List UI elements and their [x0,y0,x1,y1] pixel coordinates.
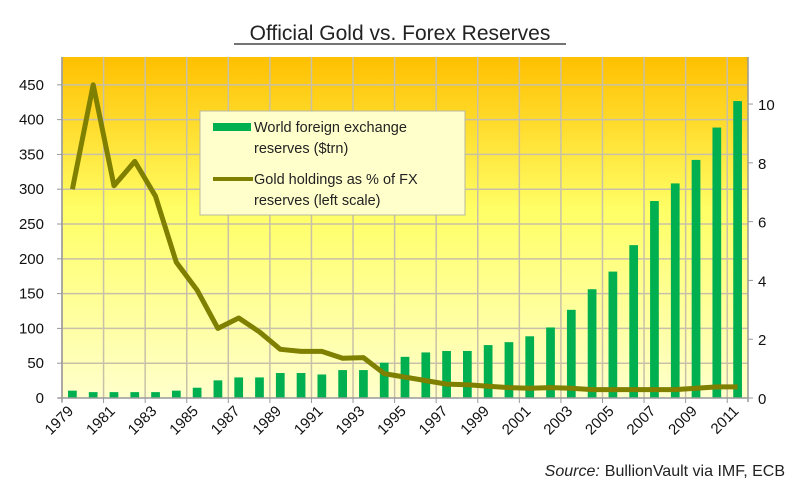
bar-1998 [462,350,472,398]
right-tick-label: 8 [758,156,766,173]
bar-1982 [130,392,140,398]
bar-1997 [442,350,451,398]
left-tick-label: 0 [36,390,44,407]
right-tick-label: 2 [758,332,766,349]
bar-1983 [151,392,160,398]
bar-2007 [650,201,659,398]
x-tick-label: 1985 [166,403,202,439]
bar-1980 [88,392,98,398]
legend-label-line-1: Gold holdings as % of FX [254,172,418,188]
bar-2011 [733,101,742,399]
left-tick-label: 50 [27,355,44,372]
right-tick-label: 10 [758,97,775,114]
bar-2000 [504,342,514,398]
bar-2003 [566,309,576,398]
x-tick-label: 2005 [582,403,618,439]
bar-2004 [587,289,597,398]
x-tick-label: 1989 [249,403,285,439]
bar-1986 [213,380,223,398]
bar-1994 [379,362,389,398]
legend-label-bars-1: World foreign exchange [254,120,407,136]
bar-series [68,101,742,399]
x-tick-label: 2009 [665,403,701,439]
x-tick-label: 2001 [499,403,535,439]
left-tick-label: 350 [19,146,44,163]
bar-1979 [68,390,77,398]
chart-title: Official Gold vs. Forex Reserves [250,22,551,45]
bar-1993 [359,370,368,398]
bar-1985 [192,387,202,398]
left-tick-label: 300 [19,181,44,198]
x-tick-label: 2011 [708,403,743,438]
left-tick-label: 450 [19,77,44,94]
bar-2002 [546,327,555,398]
x-tick-label: 1983 [125,403,161,439]
axes [58,57,749,402]
bar-1989 [275,373,285,398]
x-tick-label: 1993 [333,403,369,439]
bar-1990 [296,373,306,398]
left-tick-label: 200 [19,251,44,268]
x-tick-label: 1979 [42,403,78,439]
gold-line-series [69,82,738,393]
source-note: Source: BullionVault via IMF, ECB [545,463,785,480]
bar-1981 [109,392,119,398]
x-tick-label: 2007 [624,403,660,439]
legend-swatch-bars [213,123,251,131]
x-tick-label: 2003 [540,403,576,439]
bar-1999 [483,345,493,398]
x-axis-ticks: 1979 1981 1983 1985 1987 1989 1991 1993 1995 1997… [42,398,743,439]
left-tick-label: 250 [19,216,44,233]
right-tick-label: 6 [758,215,766,232]
left-tick-label: 150 [19,286,44,303]
source-text: BullionVault via IMF, ECB [605,463,785,480]
bar-2006 [629,245,639,398]
right-tick-label: 4 [758,273,766,290]
left-tick-label: 100 [19,320,44,337]
x-tick-label: 1999 [457,403,493,439]
bar-1984 [171,390,181,398]
x-tick-label: 1995 [374,403,410,439]
bar-1991 [317,374,327,398]
left-axis-ticks: 0 50 100 150 200 250 300 350 400 450 [19,77,62,407]
right-axis-ticks: 0 2 4 6 8 10 [748,97,775,408]
source-label: Source: [545,463,600,480]
legend-label-bars-2: reserves ($trn) [254,141,348,157]
bar-1992 [338,370,348,398]
bar-1987 [234,377,244,398]
x-tick-label: 1987 [208,403,244,439]
x-tick-label: 1997 [416,403,452,439]
bar-2009 [691,159,701,398]
bar-2008 [670,183,680,398]
bar-2005 [608,271,618,398]
bar-2010 [712,127,722,398]
right-tick-label: 0 [758,391,766,408]
bar-1996 [421,352,431,398]
bar-2001 [525,336,535,398]
left-tick-label: 400 [19,112,44,129]
bar-1988 [255,377,264,398]
x-tick-label: 1991 [291,403,327,439]
legend: World foreign exchange reserves ($trn) G… [199,110,466,216]
legend-label-line-2: reserves (left scale) [254,193,381,209]
x-tick-label: 1981 [83,403,119,439]
